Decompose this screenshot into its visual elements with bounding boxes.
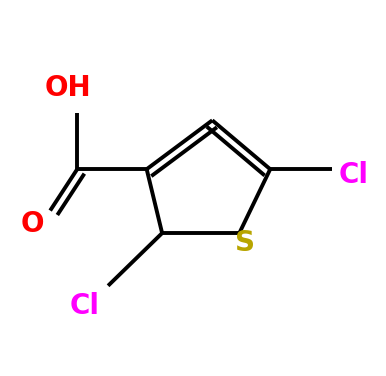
Text: S: S (235, 229, 255, 256)
Text: O: O (21, 210, 44, 238)
Text: Cl: Cl (70, 293, 100, 320)
Text: OH: OH (44, 74, 91, 102)
Text: Cl: Cl (338, 161, 368, 189)
